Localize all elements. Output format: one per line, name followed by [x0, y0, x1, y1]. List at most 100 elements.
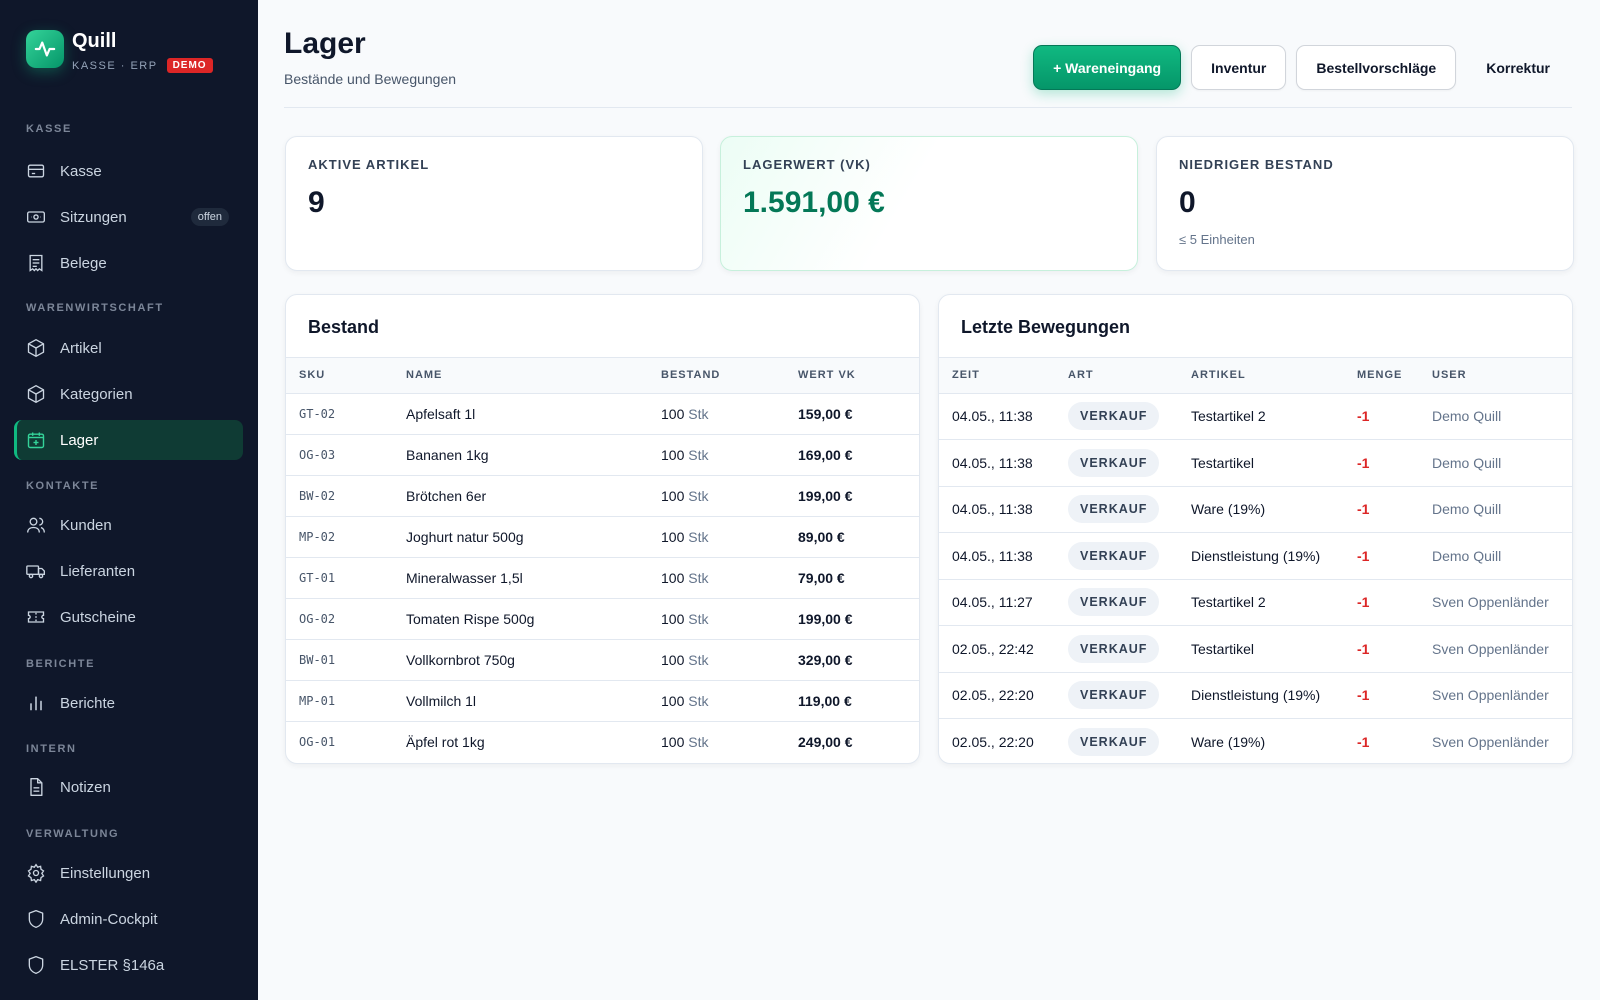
sidebar-item-kunden[interactable]: Kunden — [14, 505, 243, 545]
qty-unit: Stk — [688, 610, 709, 627]
qty-cell: -1 — [1344, 625, 1419, 673]
time-cell: 04.05., 11:38 — [939, 486, 1055, 533]
qty-cell: -1 — [1344, 439, 1419, 487]
status-badge: offen — [190, 208, 229, 226]
user-cell: Sven Oppenländer — [1419, 672, 1572, 719]
shield-icon — [28, 956, 44, 974]
qty-unit: Stk — [688, 528, 709, 545]
time-cell: 04.05., 11:38 — [939, 439, 1055, 487]
sku-cell: GT-01 — [286, 557, 393, 599]
banknote-icon — [27, 211, 45, 223]
table-row[interactable]: OG-03 Bananen 1kg 100 Stk 169,00 € — [286, 434, 919, 476]
sidebar-item-elster[interactable]: ELSTER §146a — [14, 945, 243, 985]
table-row[interactable]: GT-01 Mineralwasser 1,5l 100 Stk 79,00 € — [286, 557, 919, 599]
table-row[interactable]: 02.05., 22:20 VERKAUF Ware (19%) -1 Sven Opp… — [939, 719, 1572, 764]
user-cell: Demo Quill — [1419, 393, 1572, 440]
qty-cell: -1 — [1344, 532, 1419, 580]
name-cell: Bananen 1kg — [393, 434, 648, 476]
qty-cell: 100 Stk — [648, 721, 785, 762]
sidebar-item-kategorien[interactable]: Kategorien — [14, 374, 243, 414]
sidebar-item-lager[interactable]: Lager — [14, 420, 243, 460]
sidebar-item-admin-cockpit[interactable]: Admin-Cockpit — [14, 899, 243, 939]
column-header-wert-vk[interactable]: WERT VK — [785, 358, 919, 394]
qty-value: 100 — [661, 487, 685, 504]
qty-value: 100 — [661, 446, 685, 463]
sku-cell: OG-03 — [286, 434, 393, 476]
bestellvorschlaege-button[interactable]: Bestellvorschläge — [1296, 45, 1457, 90]
ticket-icon — [27, 611, 45, 623]
table-row[interactable]: 02.05., 22:20 VERKAUF Dienstleistung (19%)… — [939, 672, 1572, 719]
sidebar-item-einstellungen[interactable]: Einstellungen — [14, 853, 243, 893]
value-cell: 199,00 € — [785, 475, 919, 517]
wareneingang-button[interactable]: + Wareneingang — [1033, 45, 1182, 90]
column-header-bestand[interactable]: BESTAND — [648, 358, 785, 394]
table-row[interactable]: 02.05., 22:42 VERKAUF Testartikel -1 Sven Op… — [939, 625, 1572, 673]
user-cell: Demo Quill — [1419, 486, 1572, 533]
nav-section-intern: INTERN — [26, 743, 77, 755]
time-cell: 02.05., 22:20 — [952, 734, 1034, 750]
sidebar-item-artikel[interactable]: Artikel — [14, 328, 243, 368]
qty-cell: 100 Stk — [648, 557, 785, 599]
column-header-menge[interactable]: MENGE — [1344, 358, 1419, 394]
column-header-sku[interactable]: SKU — [286, 358, 393, 394]
brand[interactable]: Quill KASSE · ERP DEMO — [26, 30, 213, 73]
qty-unit: Stk — [688, 446, 709, 463]
column-header-artikel[interactable]: ARTIKEL — [1178, 358, 1344, 394]
qty-cell: 100 Stk — [648, 393, 785, 435]
table-row[interactable]: 04.05., 11:38 VERKAUF Ware (19%) -1 Demo Qui… — [939, 486, 1572, 533]
sidebar-item-lieferanten[interactable]: Lieferanten — [14, 551, 243, 591]
table-row[interactable]: 04.05., 11:27 VERKAUF Testartikel 2 -1 Sven … — [939, 579, 1572, 626]
qty-cell: 100 Stk — [648, 475, 785, 517]
name-cell: Apfelsaft 1l — [393, 393, 648, 435]
inventur-button[interactable]: Inventur — [1191, 45, 1287, 90]
article-cell: Ware (19%) — [1191, 734, 1266, 750]
table-row[interactable]: 04.05., 11:38 VERKAUF Dienstleistung (19%)… — [939, 532, 1572, 580]
sidebar-item-sitzungen[interactable]: Sitzungen offen — [14, 197, 243, 237]
sidebar-item-label: Belege — [60, 254, 107, 272]
sidebar-item-kasse[interactable]: Kasse — [14, 151, 243, 191]
sidebar: Quill KASSE · ERP DEMO KASSE Kasse Sitzu… — [0, 0, 258, 1000]
qty-cell: -1 — [1344, 579, 1419, 626]
qty-cell: 100 Stk — [648, 434, 785, 476]
sidebar-item-label: Lager — [60, 431, 99, 449]
name-cell: Mineralwasser 1,5l — [393, 557, 648, 599]
korrektur-button[interactable]: Korrektur — [1466, 45, 1570, 90]
column-header-art[interactable]: ART — [1055, 358, 1178, 394]
stock-table: SKU NAME BESTAND WERT VK GT-02 Apfelsaft … — [286, 358, 919, 762]
qty-cell: 100 Stk — [648, 516, 785, 558]
sidebar-item-belege[interactable]: Belege — [14, 243, 243, 283]
nav-section-kontakte: KONTAKTE — [26, 480, 100, 492]
column-header-zeit[interactable]: ZEIT — [939, 358, 1055, 394]
nav-section-kasse: KASSE — [26, 123, 72, 135]
qty-value: 100 — [661, 528, 685, 545]
brand-name: Quill — [72, 30, 117, 52]
header-divider — [284, 107, 1572, 108]
sku-cell: OG-01 — [299, 734, 336, 749]
name-cell: Joghurt natur 500g — [393, 516, 648, 558]
movements-panel: Letzte Bewegungen ZEIT ART ARTIKEL MENGE… — [938, 294, 1573, 764]
sku-cell: MP-01 — [286, 680, 393, 722]
sidebar-item-label: Lieferanten — [60, 562, 136, 580]
qty-value: 100 — [661, 610, 685, 627]
user-cell: Demo Quill — [1419, 532, 1572, 580]
sidebar-item-notizen[interactable]: Notizen — [14, 767, 243, 807]
sidebar-item-gutscheine[interactable]: Gutscheine — [14, 597, 243, 637]
table-row[interactable]: 04.05., 11:38 VERKAUF Testartikel 2 -1 Demo … — [939, 393, 1572, 440]
qty-value: 100 — [661, 405, 685, 422]
demo-badge: DEMO — [166, 58, 213, 73]
table-row[interactable]: 04.05., 11:38 VERKAUF Testartikel -1 Demo Qu… — [939, 439, 1572, 487]
table-row[interactable]: BW-02 Brötchen 6er 100 Stk 199,00 € — [286, 475, 919, 517]
column-header-name[interactable]: NAME — [393, 358, 648, 394]
qty-cell: -1 — [1344, 486, 1419, 533]
table-row[interactable]: OG-02 Tomaten Rispe 500g 100 Stk 199,00 € — [286, 598, 919, 640]
sku-cell: GT-02 — [286, 393, 393, 435]
table-row[interactable]: BW-01 Vollkornbrot 750g 100 Stk 329,00 € — [286, 639, 919, 681]
table-row[interactable]: OG-01 Äpfel rot 1kg 100 Stk 249,00 € — [286, 721, 919, 762]
table-row[interactable]: GT-02 Apfelsaft 1l 100 Stk 159,00 € — [286, 393, 919, 435]
table-row[interactable]: MP-02 Joghurt natur 500g 100 Stk 89,00 € — [286, 516, 919, 558]
table-row[interactable]: MP-01 Vollmilch 1l 100 Stk 119,00 € — [286, 680, 919, 722]
type-badge: VERKAUF — [1068, 541, 1160, 570]
column-header-user[interactable]: USER — [1419, 358, 1572, 394]
time-cell: 02.05., 22:42 — [939, 625, 1055, 673]
sidebar-item-berichte[interactable]: Berichte — [14, 683, 243, 723]
